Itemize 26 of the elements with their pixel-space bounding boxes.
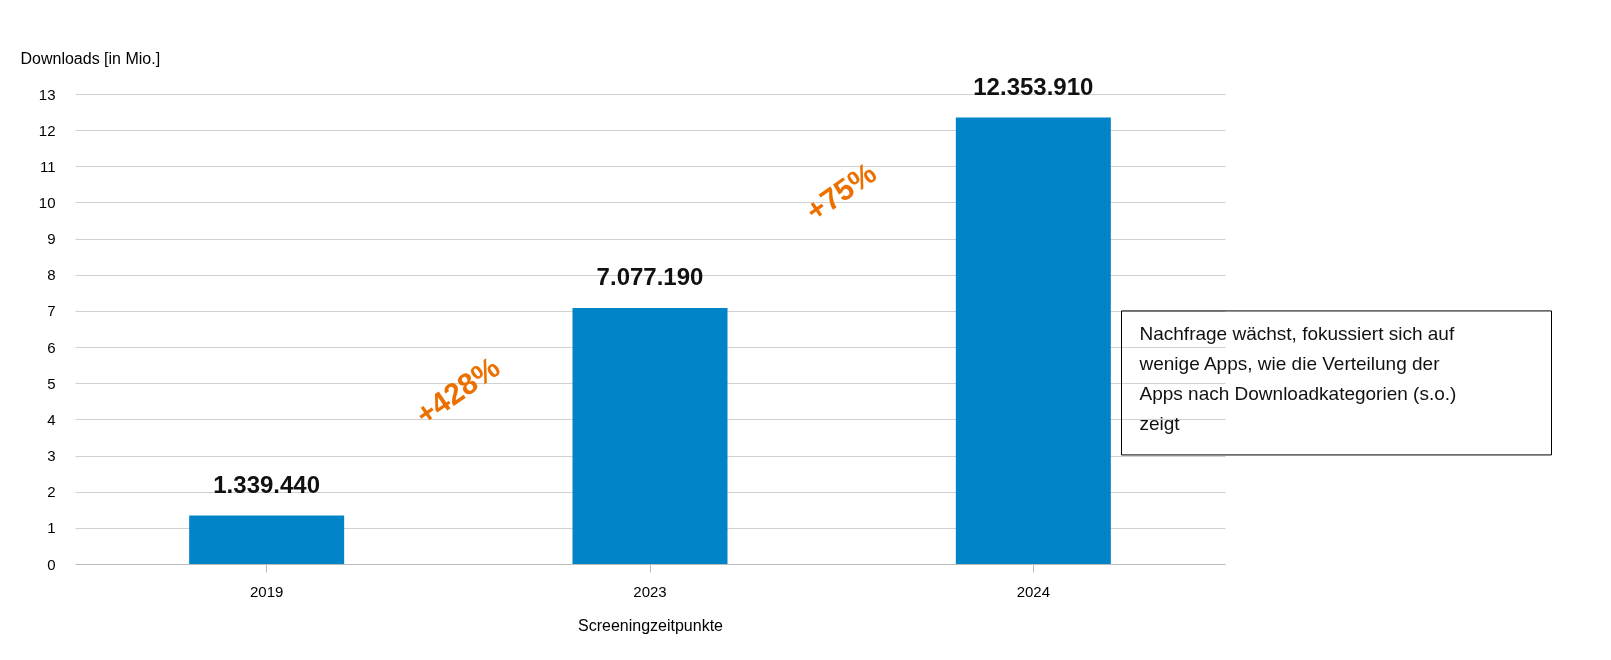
annotation: 7.077.190 [596,263,704,291]
y-tick-label: 2 [47,483,56,501]
y-tick-label: 0 [47,555,56,573]
y-tick-label: 6 [47,338,56,356]
annotation: 1.339.440 [213,470,321,498]
y-tick-label: 5 [47,374,56,392]
x-tick-label: 2019 [249,582,284,600]
y-tick-label: 12 [38,121,56,139]
y-tick-label: 8 [47,266,56,284]
y-tick-label: 4 [47,410,56,428]
y-tick-label: 7 [47,302,56,320]
y-tick-label: 9 [47,230,56,248]
annotation: 12.353.910 [973,72,1094,100]
y-tick-label: 11 [39,157,56,175]
y-axis-title: Downloads [in Mio.] [20,49,161,67]
y-tick-label: 10 [38,193,56,211]
annotation: Nachfrage wächst, fokussiert sich auf wenige Apps, wie die Verteilung der Apps nach Downloadkategorien (s.o.) zeigt [1138,322,1457,434]
bar [955,117,1111,564]
bar [572,308,728,564]
y-tick-label: 1 [47,519,56,537]
x-axis-title: Screeningzeitpunkte [578,616,724,634]
y-tick-label: 13 [38,85,56,103]
y-tick-label: 3 [47,447,56,465]
bar [189,515,345,564]
x-tick-label: 2023 [633,582,667,600]
x-tick-label: 2024 [1016,582,1051,600]
